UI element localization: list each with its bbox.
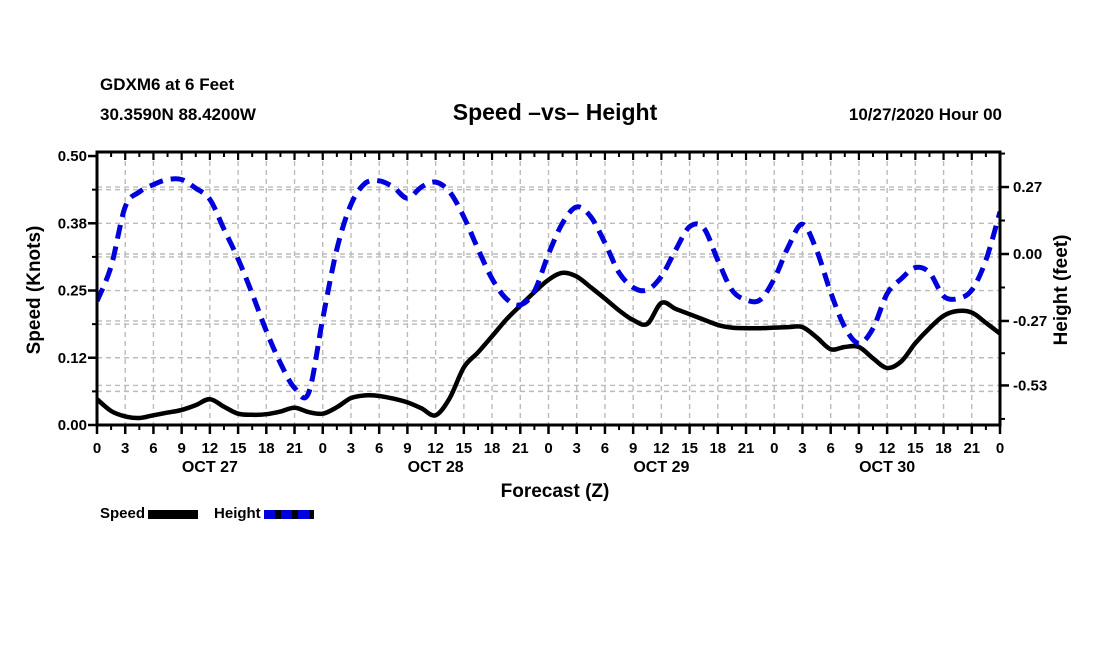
right-tick-label: -0.53 (1013, 377, 1047, 394)
x-tick-label: 9 (855, 440, 863, 457)
x-tick-label: 0 (770, 440, 778, 457)
x-tick-label: 3 (798, 440, 806, 457)
right-tick-label: 0.27 (1013, 179, 1042, 196)
x-tick-label: 0 (996, 440, 1004, 457)
height-line (97, 176, 1000, 401)
x-tick-label: 15 (681, 440, 698, 457)
x-tick-label: 21 (512, 440, 529, 457)
speed-line (97, 270, 1000, 421)
day-label: OCT 29 (633, 459, 689, 476)
x-tick-label: 15 (230, 440, 247, 457)
x-tick-label: 3 (347, 440, 355, 457)
x-tick-label: 6 (601, 440, 609, 457)
chart-title: Speed –vs– Height (452, 99, 658, 125)
x-tick-label: 9 (403, 440, 411, 457)
x-tick-label: 0 (319, 440, 327, 457)
x-tick-label: 3 (573, 440, 581, 457)
x-tick-label: 9 (177, 440, 185, 457)
legend-speed-swatch (148, 509, 199, 519)
x-tick-label: 6 (375, 440, 383, 457)
day-label: OCT 28 (408, 459, 464, 476)
x-tick-label: 3 (121, 440, 129, 457)
station-name: GDXM6 at 6 Feet (100, 75, 235, 94)
x-tick-label: 18 (935, 440, 952, 457)
x-tick-label: 18 (484, 440, 501, 457)
right-tick-label: 0.00 (1013, 246, 1042, 263)
left-tick-label: 0.38 (58, 215, 87, 232)
forecast-datetime: 10/27/2020 Hour 00 (848, 105, 1002, 124)
x-tick-label: 0 (544, 440, 552, 457)
x-tick-label: 21 (286, 440, 303, 457)
left-tick-label: 0.50 (58, 148, 87, 165)
x-tick-label: 12 (653, 440, 670, 457)
x-tick-label: 18 (258, 440, 275, 457)
x-tick-label: 21 (738, 440, 755, 457)
x-tick-label: 12 (202, 440, 219, 457)
x-tick-label: 9 (629, 440, 637, 457)
day-label: OCT 30 (859, 459, 915, 476)
left-tick-label: 0.12 (58, 350, 87, 367)
legend-height-label: Height (214, 505, 261, 522)
legend: Speed Height (100, 505, 314, 523)
left-tick-label: 0.00 (58, 417, 87, 434)
series-curves (97, 176, 1000, 421)
x-tick-label: 18 (709, 440, 726, 457)
x-axis-title: Forecast (Z) (500, 481, 610, 502)
legend-height-swatch (263, 509, 314, 519)
x-tick-label: 6 (149, 440, 157, 457)
grid (97, 152, 1000, 425)
left-tick-label: 0.25 (58, 283, 87, 300)
right-tick-label: -0.27 (1013, 313, 1047, 330)
legend-speed-label: Speed (100, 505, 146, 522)
x-tick-label: 12 (879, 440, 896, 457)
x-tick-label: 0 (93, 440, 101, 457)
x-tick-label: 6 (827, 440, 835, 457)
x-tick-label: 21 (963, 440, 980, 457)
x-tick-label: 15 (907, 440, 924, 457)
axis-ticks (88, 152, 1009, 434)
x-tick-label: 15 (456, 440, 473, 457)
station-coordinates: 30.3590N 88.4200W (100, 105, 256, 124)
x-tick-label: 12 (427, 440, 444, 457)
day-label: OCT 27 (182, 459, 238, 476)
